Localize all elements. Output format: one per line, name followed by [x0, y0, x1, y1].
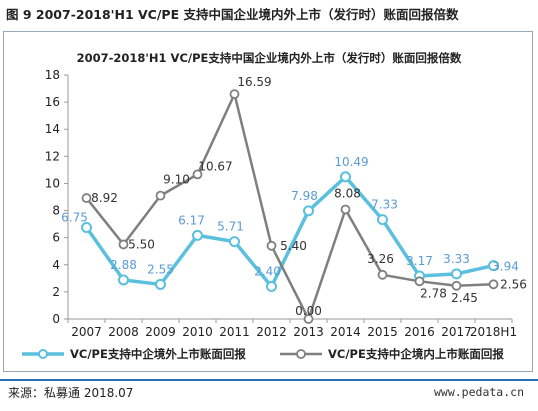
x-tick-label: 2008: [108, 325, 139, 339]
series-0-data-label: 3.94: [492, 260, 519, 274]
series-1-point: [192, 169, 203, 180]
series-1-point: [414, 276, 425, 287]
series-1-point: [118, 239, 129, 250]
y-tick-label: 14: [45, 122, 60, 136]
series-1-data-label: 9.10: [163, 173, 190, 187]
series-1-point: [451, 280, 462, 291]
series-0-data-label: 7.33: [371, 198, 398, 212]
source-note: 来源：私募通 2018.07: [8, 386, 134, 400]
series-1-data-label: 2.45: [451, 291, 478, 305]
series-0-point: [229, 236, 240, 248]
x-tick-label: 2007: [71, 325, 102, 339]
x-tick-label: 2017: [441, 325, 472, 339]
series-1-data-label: 3.26: [367, 252, 394, 266]
series-1-data-label: 8.08: [334, 186, 361, 200]
series-1-data-label: 0.00: [295, 304, 322, 318]
series-1-data-label: 2.56: [500, 277, 527, 291]
site-watermark: www.pedata.cn: [433, 385, 524, 399]
legend-item-domestic: VC/PE支持中企境内上市账面回报: [278, 346, 504, 362]
series-0-data-label: 6.17: [178, 213, 205, 227]
y-tick-label: 10: [45, 176, 60, 190]
series-0-data-label: 2.88: [110, 258, 137, 272]
legend-label-domestic: VC/PE支持中企境内上市账面回报: [328, 347, 504, 361]
series-0-data-label: 3.17: [406, 254, 433, 268]
series-0-point: [377, 214, 388, 226]
series-1-data-label: 8.92: [91, 191, 118, 205]
x-tick-label: 2018H1: [470, 325, 517, 339]
x-tick-label: 2016: [404, 325, 435, 339]
series-1-data-label: 2.78: [420, 286, 447, 300]
x-tick-label: 2010: [182, 325, 213, 339]
series-1-point: [81, 193, 92, 203]
chart-panel: [3, 31, 533, 372]
series-1-line: [85, 92, 494, 321]
series-1-data-label: 10.67: [198, 159, 232, 173]
series-1-point: [340, 204, 351, 215]
series-1-data-label: 5.50: [128, 237, 155, 251]
data-labels: 6.75 2.88 2.55 6.17 5.71 2.40 7.98 10.49 7.33 3.1…: [61, 75, 527, 318]
series-0-data-label: 5.71: [217, 220, 244, 234]
series-0-point: [451, 268, 462, 280]
series-0-point: [266, 280, 277, 292]
x-tick-label: 2012: [256, 325, 287, 339]
y-tick-label: 18: [45, 68, 60, 82]
x-tick-label: 2009: [145, 325, 176, 339]
series-1-point: [377, 269, 388, 280]
series-1-point: [229, 89, 240, 100]
legend-item-overseas: VC/PE支持中企境外上市账面回报: [20, 346, 246, 362]
x-tick-label: 2015: [367, 325, 398, 339]
y-tick-label: 4: [52, 258, 60, 272]
y-tick-label: 2: [52, 285, 60, 299]
y-tick-label: 8: [52, 204, 60, 218]
chart-legend: VC/PE支持中企境外上市账面回报 VC/PE支持中企境内上市账面回报: [20, 346, 530, 364]
footer-divider: [0, 379, 538, 381]
series-0-point: [155, 278, 166, 290]
series-lines: [81, 89, 499, 324]
y-tick-label: 0: [52, 312, 60, 326]
series-0-data-label: 6.75: [61, 211, 88, 225]
series-1-point: [303, 314, 314, 324]
series-1-data-label: 16.59: [237, 75, 271, 89]
series-0-point: [303, 205, 314, 217]
series-0-data-label: 3.33: [443, 252, 470, 266]
chart-axes: 0 2 4 6 8 10 12 14 16 18 2007 2008 2009 2010 2011 2012 2…: [45, 68, 517, 339]
series-0-point: [81, 222, 92, 233]
series-0-point: [118, 274, 129, 286]
y-tick-label: 16: [45, 95, 60, 109]
series-0-data-label: 2.55: [147, 262, 174, 276]
series-0-point: [488, 260, 499, 272]
series-0-point: [340, 171, 351, 183]
series-0-data-label: 7.98: [291, 189, 318, 203]
series-0-point: [192, 229, 203, 241]
series-0-data-label: 10.49: [334, 155, 368, 169]
y-tick-label: 12: [45, 149, 60, 163]
series-0-data-label: 2.40: [254, 264, 281, 278]
series-1-data-label: 5.40: [280, 239, 307, 253]
y-tick-label: 6: [52, 231, 60, 245]
series-1-point: [488, 279, 499, 290]
legend-swatch-domestic-icon: [280, 349, 322, 359]
legend-label-overseas: VC/PE支持中企境外上市账面回报: [70, 347, 246, 361]
legend-swatch-overseas-icon: [22, 349, 64, 359]
figure-title: 图 9 2007-2018'H1 VC/PE 支持中国企业境内外上市（发行时）账…: [6, 7, 459, 22]
series-0-line: [85, 175, 494, 289]
series-1-point: [155, 190, 166, 201]
x-tick-label: 2013: [293, 325, 324, 339]
x-tick-label: 2011: [219, 325, 250, 339]
series-1-point: [266, 240, 277, 251]
x-tick-label: 2014: [330, 325, 361, 339]
chart-title: 2007-2018'H1 VC/PE支持中国企业境内外上市（发行时）账面回报倍数: [76, 51, 462, 65]
